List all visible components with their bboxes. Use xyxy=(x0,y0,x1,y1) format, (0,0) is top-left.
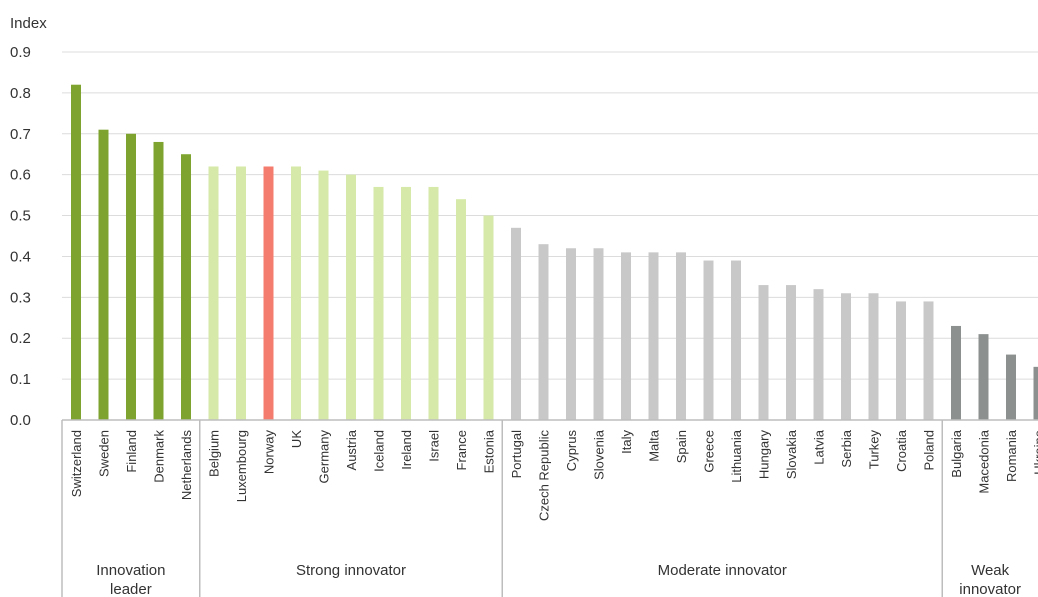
y-tick-label: 0.8 xyxy=(10,85,31,102)
group-label: Innovation xyxy=(96,562,165,579)
bar-ukraine xyxy=(1033,366,1038,420)
group-label: leader xyxy=(110,581,152,597)
category-label: Iceland xyxy=(372,430,387,472)
bar-israel xyxy=(428,186,439,420)
category-label: Czech Republic xyxy=(537,430,552,522)
bars xyxy=(71,84,1038,420)
category-label: Bulgaria xyxy=(949,429,964,477)
category-label: Slovenia xyxy=(592,429,607,480)
category-label: Luxembourg xyxy=(234,430,249,502)
category-label: Switzerland xyxy=(69,430,84,497)
category-label: Malta xyxy=(647,429,662,462)
y-tick-label: 0.9 xyxy=(10,44,31,61)
bar-romania xyxy=(1006,354,1016,420)
category-label: Portugal xyxy=(509,430,524,479)
category-label: Poland xyxy=(922,430,937,470)
bar-portugal xyxy=(511,227,521,420)
y-tick-label: 0.3 xyxy=(10,289,31,306)
bar-greece xyxy=(703,260,714,420)
y-tick-label: 0.2 xyxy=(10,330,31,347)
bar-germany xyxy=(318,170,329,420)
bar-italy xyxy=(621,252,631,420)
category-label: Norway xyxy=(262,430,277,475)
group-labels: Innovation leader Strong innovator Moderate… xyxy=(61,420,1021,597)
category-label: Germany xyxy=(317,430,332,484)
bar-macedonia xyxy=(978,334,989,420)
y-tick-label: 0.7 xyxy=(10,126,31,143)
category-label: Ireland xyxy=(399,430,414,470)
bar-latvia xyxy=(813,289,824,420)
category-label: Macedonia xyxy=(977,429,992,493)
gridlines xyxy=(62,51,1038,380)
category-label: Spain xyxy=(674,430,689,463)
y-tick-label: 0.0 xyxy=(10,412,31,429)
bar-cyprus xyxy=(566,248,576,420)
bar-luxembourg xyxy=(236,166,246,420)
category-label: Hungary xyxy=(757,430,772,480)
category-label: Finland xyxy=(124,430,139,473)
bar-hungary xyxy=(758,285,769,420)
category-label: Sweden xyxy=(97,430,112,477)
group-label: Moderate innovator xyxy=(658,562,787,579)
bar-lithuania xyxy=(731,260,741,420)
bar-ireland xyxy=(401,186,411,420)
category-label: Croatia xyxy=(894,429,909,472)
bar-slovenia xyxy=(593,248,604,420)
group-label: Weak xyxy=(971,562,1010,579)
group-label: innovator xyxy=(959,581,1021,597)
category-label: Slovakia xyxy=(784,429,799,479)
y-tick-label: 0.6 xyxy=(10,167,31,184)
category-label: Estonia xyxy=(482,429,497,473)
category-label: Greece xyxy=(702,430,717,473)
bar-austria xyxy=(346,174,356,420)
bar-slovakia xyxy=(786,285,796,420)
bar-norway xyxy=(263,166,274,420)
category-label: Romania xyxy=(1004,429,1019,482)
y-axis-title: Index xyxy=(10,15,47,32)
bar-estonia xyxy=(483,215,494,420)
category-label: Cyprus xyxy=(564,430,579,472)
category-label: Italy xyxy=(619,430,634,454)
bar-france xyxy=(456,199,466,420)
category-label: UK xyxy=(289,430,304,448)
bar-denmark xyxy=(153,141,164,420)
category-label: Latvia xyxy=(812,429,827,464)
bar-switzerland xyxy=(71,84,81,420)
category-label: Serbia xyxy=(839,429,854,467)
bar-spain xyxy=(676,252,686,420)
y-tick-label: 0.5 xyxy=(10,208,31,225)
bar-iceland xyxy=(373,186,384,420)
bar-croatia xyxy=(896,301,906,420)
bar-serbia xyxy=(841,293,851,420)
bar-uk xyxy=(291,166,301,420)
bar-netherlands xyxy=(181,154,191,420)
category-label: Ukraine xyxy=(1032,430,1038,475)
category-label: Belgium xyxy=(207,430,222,477)
category-label: France xyxy=(454,430,469,470)
bar-turkey xyxy=(868,293,879,420)
bar-bulgaria xyxy=(951,325,961,420)
y-tick-label: 0.1 xyxy=(10,371,31,388)
bar-belgium xyxy=(208,166,219,420)
category-label: Israel xyxy=(427,430,442,462)
category-label: Netherlands xyxy=(179,430,194,501)
bar-poland xyxy=(923,301,934,420)
category-labels: Switzerland Sweden Finland Denmark Netherlan… xyxy=(69,429,1038,521)
category-label: Austria xyxy=(344,429,359,470)
bar-sweden xyxy=(98,129,109,420)
category-label: Lithuania xyxy=(729,429,744,483)
y-tick-label: 0.4 xyxy=(10,248,31,265)
group-label: Strong innovator xyxy=(296,562,406,579)
bar-finland xyxy=(126,133,136,420)
bar-czech-republic xyxy=(538,244,549,420)
category-label: Turkey xyxy=(867,430,882,470)
y-axis-ticks: 0.0 0.1 0.2 0.3 0.4 0.5 0.6 0.7 0.8 0.9 xyxy=(10,44,31,429)
category-label: Denmark xyxy=(152,430,167,483)
bar-malta xyxy=(648,252,659,420)
